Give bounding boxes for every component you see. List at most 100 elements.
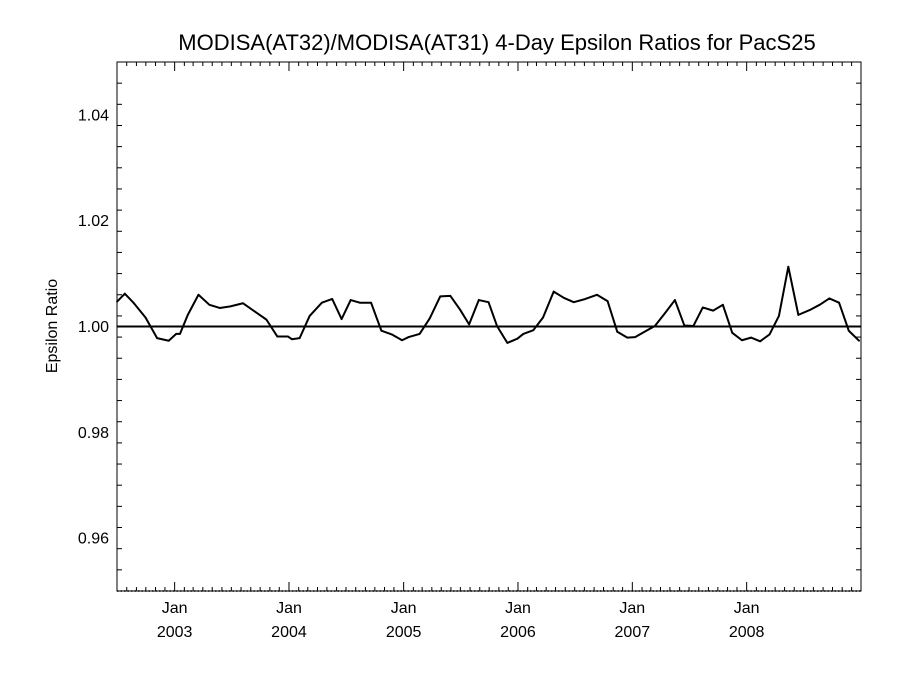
x-tick-label-year: 2007 <box>615 624 651 641</box>
y-axis: 0.96 0.98 1.00 1.02 1.04 <box>78 61 861 592</box>
series-line <box>116 265 860 344</box>
data-point <box>254 311 257 314</box>
data-point <box>487 301 490 304</box>
data-point <box>320 301 323 304</box>
y-tick-label: 1.02 <box>78 213 109 230</box>
data-point <box>778 315 780 317</box>
data-point <box>340 318 343 320</box>
data-point <box>358 301 361 304</box>
data-point <box>634 336 637 338</box>
data-point <box>701 306 704 309</box>
data-point <box>664 312 666 315</box>
data-point <box>276 335 279 338</box>
data-point <box>572 301 575 304</box>
data-point <box>144 316 147 319</box>
data-point <box>287 335 289 338</box>
data-point <box>380 329 383 332</box>
data-point <box>242 302 244 305</box>
data-point <box>197 293 200 296</box>
x-tick-label-month: Jan <box>734 600 760 617</box>
y-tick-label: 1.00 <box>78 319 109 336</box>
data-point <box>828 297 831 300</box>
data-point <box>133 302 135 305</box>
data-point <box>787 265 790 268</box>
data-point <box>298 337 301 340</box>
series-group <box>116 265 861 344</box>
x-tick-label-month: Jan <box>162 600 188 617</box>
data-point <box>418 333 421 335</box>
data-point <box>750 336 752 339</box>
x-axis: Jan 2003 Jan 2004 Jan 2005 Jan 2006 Jan 2007 Jan 20… <box>116 62 853 641</box>
x-tick-label-year: 2004 <box>271 624 307 641</box>
y-tick-label: 0.96 <box>78 531 109 548</box>
data-point <box>477 299 480 301</box>
data-point <box>759 340 762 343</box>
data-point <box>712 309 715 312</box>
data-point <box>542 316 544 319</box>
data-point <box>331 298 334 300</box>
data-point <box>370 301 372 304</box>
data-point <box>808 309 811 311</box>
data-point <box>468 323 471 326</box>
data-point <box>818 303 821 306</box>
x-tick-label-year: 2006 <box>500 624 536 641</box>
x-tick-label-year: 2008 <box>729 624 765 641</box>
x-tick-label-year: 2005 <box>386 624 422 641</box>
data-point <box>797 313 800 316</box>
data-point <box>506 342 509 344</box>
data-point <box>218 307 221 309</box>
data-point <box>428 317 431 320</box>
x-tick-label-month: Jan <box>505 600 531 617</box>
x-tick-label-month: Jan <box>276 600 302 617</box>
data-point <box>123 292 126 295</box>
y-tick-label: 0.98 <box>78 425 109 442</box>
data-point <box>692 325 695 327</box>
data-point <box>674 299 676 301</box>
data-point <box>584 298 587 300</box>
data-point <box>229 305 232 308</box>
data-point <box>179 333 181 335</box>
data-point <box>186 313 189 316</box>
data-point <box>838 301 840 304</box>
y-axis-label: Epsilon Ratio <box>44 279 61 373</box>
data-point <box>731 331 734 334</box>
data-point <box>439 295 442 298</box>
data-point <box>626 336 629 339</box>
x-tick-label-month: Jan <box>619 600 645 617</box>
data-point <box>532 329 535 332</box>
data-point <box>616 330 619 333</box>
data-point <box>349 299 352 301</box>
data-point <box>596 293 598 296</box>
data-point <box>496 325 498 327</box>
data-point <box>116 300 118 303</box>
data-point <box>683 324 686 327</box>
data-point <box>156 337 159 340</box>
x-tick-label-year: 2003 <box>157 624 193 641</box>
data-point <box>653 325 656 327</box>
data-point <box>741 339 743 342</box>
data-point <box>721 303 724 306</box>
data-point <box>552 290 555 293</box>
data-point <box>401 339 403 342</box>
data-point <box>265 318 268 321</box>
chart-title: MODISA(AT32)/MODISA(AT31) 4-Day Epsilon … <box>178 30 815 55</box>
data-point <box>208 303 211 306</box>
data-point <box>407 336 410 338</box>
x-tick-label-month: Jan <box>391 600 417 617</box>
data-point <box>643 330 646 333</box>
data-point <box>847 329 850 332</box>
data-point <box>308 315 311 317</box>
data-point <box>516 337 519 340</box>
data-point <box>459 308 461 311</box>
y-tick-label: 1.04 <box>78 107 109 124</box>
data-point <box>858 339 861 342</box>
data-point <box>290 338 293 341</box>
data-point <box>768 333 771 336</box>
data-point <box>606 300 609 303</box>
data-point <box>390 333 393 336</box>
data-point <box>522 333 525 335</box>
data-point <box>563 297 565 299</box>
data-point <box>175 333 178 335</box>
data-point <box>449 294 452 297</box>
